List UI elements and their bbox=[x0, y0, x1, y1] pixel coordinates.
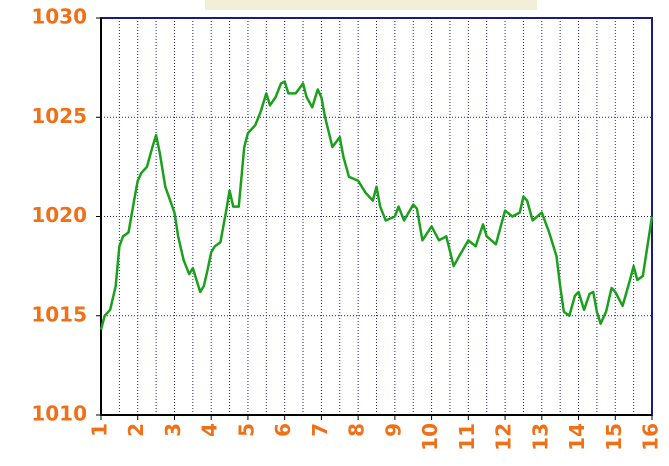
x-tick-label: 10 bbox=[418, 423, 442, 451]
x-tick-label: 12 bbox=[492, 423, 516, 451]
x-tick-label: 11 bbox=[455, 423, 479, 451]
x-tick-label: 13 bbox=[528, 423, 552, 451]
x-tick-label: 5 bbox=[234, 423, 258, 437]
data-line bbox=[99, 80, 654, 330]
x-tick-label: 9 bbox=[381, 423, 405, 437]
x-tick-label: 4 bbox=[198, 423, 222, 437]
x-tick-label: 8 bbox=[345, 423, 369, 437]
y-tick-label: 1025 bbox=[31, 104, 87, 128]
x-tick-label: 14 bbox=[565, 423, 589, 451]
y-tick-label: 1030 bbox=[31, 5, 87, 29]
x-tick-label: 1 bbox=[88, 423, 112, 437]
y-tick-label: 1015 bbox=[31, 302, 87, 326]
x-tick-label: 6 bbox=[271, 423, 295, 437]
x-tick-label: 15 bbox=[602, 423, 626, 451]
x-tick-label: 2 bbox=[124, 423, 148, 437]
y-tick-label: 1010 bbox=[31, 402, 87, 426]
x-tick-label: 3 bbox=[161, 423, 185, 437]
y-tick-label: 1020 bbox=[31, 203, 87, 227]
title-box bbox=[205, 0, 537, 10]
x-tick-label: 16 bbox=[639, 423, 663, 451]
x-tick-label: 7 bbox=[308, 423, 332, 437]
